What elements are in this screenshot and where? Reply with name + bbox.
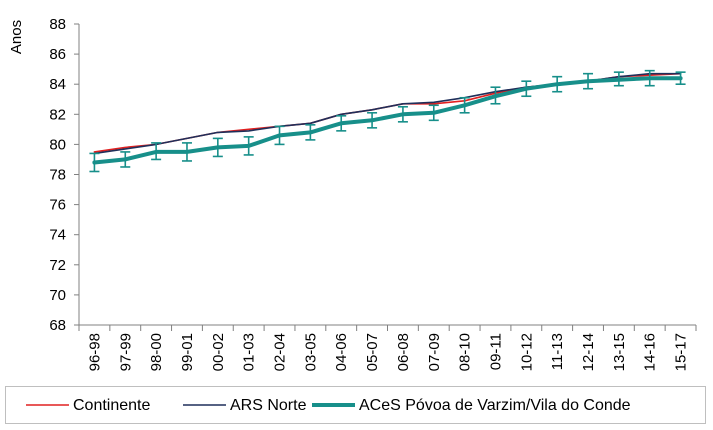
x-tick-label: 15-17 [673, 333, 690, 371]
y-tick-label: 84 [49, 76, 66, 93]
x-tick-label: 02-04 [272, 333, 289, 371]
series-line [93, 72, 682, 153]
legend-box [5, 386, 706, 424]
series-layer [89, 69, 686, 173]
x-tick-label: 98-00 [148, 333, 165, 371]
x-tick-label: 11-13 [549, 333, 566, 370]
series-line [92, 76, 683, 165]
series-line [93, 72, 682, 155]
y-tick-label: 68 [49, 317, 66, 334]
x-tick-label: 10-12 [518, 333, 535, 371]
x-tick-label: 96-98 [86, 333, 103, 371]
legend-label: Continente [73, 397, 150, 414]
legend-label: ARS Norte [230, 397, 307, 414]
x-tick-label: 13-15 [611, 333, 628, 371]
x-tick-label: 03-05 [302, 333, 319, 371]
y-tick-label: 88 [49, 16, 66, 33]
x-tick-label: 05-07 [364, 333, 381, 371]
x-tick-label: 14-16 [642, 333, 659, 371]
x-tick-label: 04-06 [333, 333, 350, 371]
x-tick-label: 07-09 [426, 333, 443, 371]
y-tick-label: 72 [49, 257, 66, 274]
x-tick-label: 06-08 [395, 333, 412, 371]
x-tick-label: 09-11 [487, 333, 504, 370]
series-2 [89, 69, 686, 173]
legend: Continente ARS Norte ACeS Póvoa de Varzim/… [5, 386, 706, 424]
legend-label: ACeS Póvoa de Varzim/Vila do Conde [359, 397, 631, 414]
series-1 [93, 72, 682, 155]
y-tick-label: 86 [49, 46, 66, 63]
x-tick-label: 08-10 [457, 333, 474, 371]
x-tick-label: 01-03 [241, 333, 258, 371]
y-axis: 68 70 72 74 76 78 80 82 84 86 88 [49, 16, 80, 334]
y-tick-label: 70 [49, 287, 66, 304]
y-tick-label: 78 [49, 167, 66, 184]
y-tick-label: 76 [49, 197, 66, 214]
x-axis: 96-98 97-99 98-00 99-01 00-02 01-03 02-04 03-05… [78, 324, 697, 371]
y-axis-label: Anos [8, 20, 25, 54]
x-tick-label: 99-01 [179, 333, 196, 371]
x-tick-label: 97-99 [117, 333, 134, 371]
x-tick-label: 00-02 [210, 333, 227, 371]
y-tick-label: 82 [49, 106, 66, 123]
y-tick-label: 80 [49, 136, 66, 153]
y-tick-label: 74 [49, 227, 66, 244]
x-tick-label: 12-14 [580, 333, 597, 371]
series-0 [93, 72, 682, 153]
